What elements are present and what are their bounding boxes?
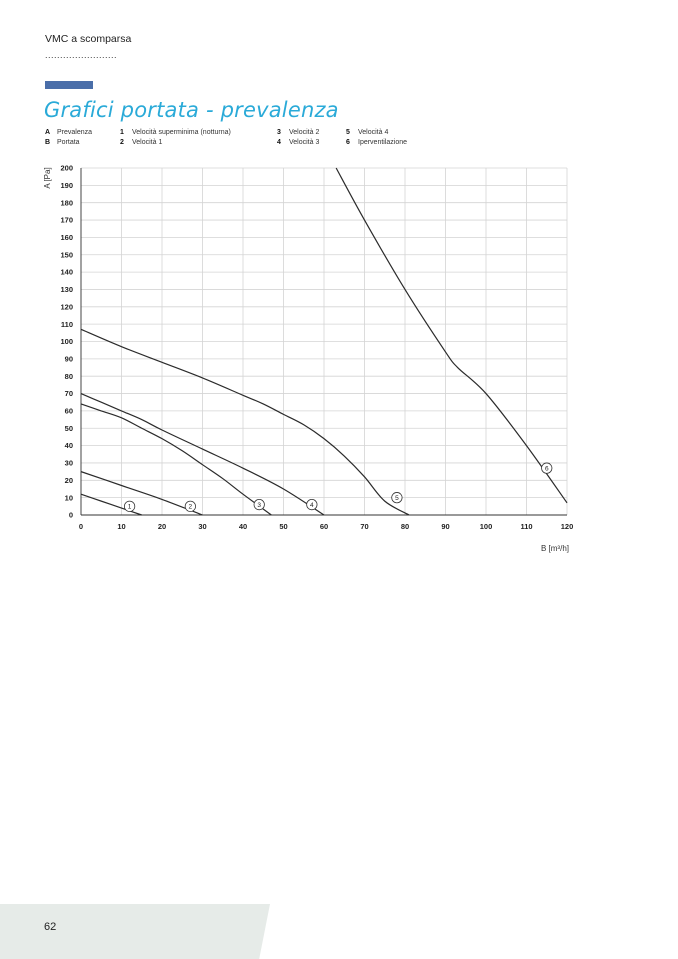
y-tick-label: 20 bbox=[65, 476, 73, 485]
footer-band bbox=[0, 904, 270, 959]
y-tick-label: 160 bbox=[60, 233, 73, 242]
y-tick-label: 70 bbox=[65, 389, 73, 398]
x-tick-label: 100 bbox=[480, 522, 493, 531]
legend-speeds-2: 3 Velocità 2 4 Velocità 3 bbox=[277, 128, 319, 148]
legend-axes: A Prevalenza B Portata bbox=[45, 128, 92, 148]
curve-marker-circle bbox=[391, 492, 403, 504]
y-tick-label: 30 bbox=[65, 459, 73, 468]
curve-marker-circle bbox=[253, 498, 265, 511]
x-tick-label: 50 bbox=[279, 522, 287, 531]
curve-marker-circle bbox=[124, 500, 136, 512]
y-tick-label: 80 bbox=[65, 372, 73, 381]
y-tick-label: 150 bbox=[60, 250, 73, 259]
x-tick-label: 80 bbox=[401, 522, 409, 531]
curve-marker-circle bbox=[184, 500, 196, 512]
legend-speeds-1: 1 Velocità superminima (notturna) 2 Veloci… bbox=[120, 128, 231, 148]
y-tick-label: 0 bbox=[69, 511, 73, 520]
x-tick-label: 40 bbox=[239, 522, 247, 531]
curve-marker-label: 1 bbox=[128, 504, 132, 511]
curve-marker-circle bbox=[541, 462, 553, 474]
legend-item: 4 Velocità 3 bbox=[277, 139, 320, 146]
header-dotted-rule: ........................ bbox=[45, 50, 118, 60]
legend-speeds-3: 5 Velocità 4 6 Iperventilazione bbox=[346, 128, 407, 148]
y-tick-label: 120 bbox=[60, 302, 73, 311]
x-tick-label: 120 bbox=[561, 522, 574, 531]
y-tick-label: 60 bbox=[65, 407, 73, 416]
page-number: 62 bbox=[44, 921, 57, 933]
x-tick-label: 70 bbox=[360, 522, 368, 531]
curve-marker-label: 2 bbox=[189, 504, 193, 511]
y-tick-label: 180 bbox=[60, 198, 73, 207]
chart-grid bbox=[80, 167, 568, 516]
curve-marker-label: 4 bbox=[310, 502, 314, 509]
x-tick-label: 10 bbox=[117, 522, 125, 531]
curve-markers: 1 2 3 4 5 6 bbox=[124, 462, 553, 512]
chart-curves bbox=[80, 167, 568, 516]
y-tick-label: 100 bbox=[60, 337, 73, 346]
legend-item: B Portata bbox=[45, 139, 80, 146]
legend-item: 6 Iperventilazione bbox=[346, 139, 408, 146]
curve-marker-label: 3 bbox=[257, 502, 261, 509]
y-tick-label: 200 bbox=[60, 164, 73, 173]
y-tick-label: 190 bbox=[60, 181, 73, 190]
y-tick-label: 170 bbox=[60, 216, 73, 225]
y-tick-label: 140 bbox=[60, 268, 73, 277]
y-tick-labels: 0 10 20 30 40 50 60 70 80 90 100 110 120 130 140 150 160… bbox=[60, 164, 73, 520]
x-tick-label: 110 bbox=[520, 522, 532, 531]
y-tick-label: 40 bbox=[65, 441, 73, 450]
y-tick-label: 90 bbox=[65, 354, 73, 363]
legend-item: A Prevalenza bbox=[45, 129, 93, 136]
y-tick-label: 10 bbox=[65, 493, 73, 502]
legend-item: 2 Velocità 1 bbox=[120, 139, 163, 146]
curve-marker-circle bbox=[306, 498, 318, 511]
section-label: VMC a scomparsa bbox=[45, 33, 132, 45]
x-tick-labels: 0 10 20 30 40 50 60 70 80 90 100 110 120 bbox=[79, 522, 573, 531]
y-tick-label: 130 bbox=[60, 285, 73, 294]
y-tick-label: 50 bbox=[65, 424, 73, 433]
y-axis-label: A [Pa] bbox=[43, 167, 52, 188]
curve-marker-label: 6 bbox=[545, 465, 549, 472]
curve-marker-label: 5 bbox=[395, 495, 399, 502]
x-tick-label: 0 bbox=[79, 522, 83, 531]
x-axis-label: B [m³/h] bbox=[541, 544, 569, 553]
legend-item: 1 Velocità superminima (notturna) bbox=[120, 129, 231, 136]
x-tick-label: 20 bbox=[158, 522, 166, 531]
accent-bar bbox=[45, 81, 93, 89]
flow-pressure-chart: 0 10 20 30 40 50 60 70 80 90 100 110 120 01020304050… bbox=[43, 164, 573, 553]
legend-item: 3 Velocità 2 bbox=[277, 129, 320, 136]
curve-4 bbox=[80, 392, 325, 516]
x-tick-label: 60 bbox=[320, 522, 328, 531]
curve-5 bbox=[80, 328, 410, 516]
x-tick-label: 30 bbox=[198, 522, 206, 531]
x-tick-label: 90 bbox=[441, 522, 449, 531]
curve-6 bbox=[335, 167, 568, 504]
page-title: Grafici portata - prevalenza bbox=[44, 98, 339, 122]
curve-3 bbox=[80, 403, 272, 516]
y-tick-label: 110 bbox=[61, 320, 73, 329]
legend-item: 5 Velocità 4 bbox=[346, 129, 389, 136]
curve-1 bbox=[80, 493, 142, 516]
curve-2 bbox=[80, 471, 203, 516]
